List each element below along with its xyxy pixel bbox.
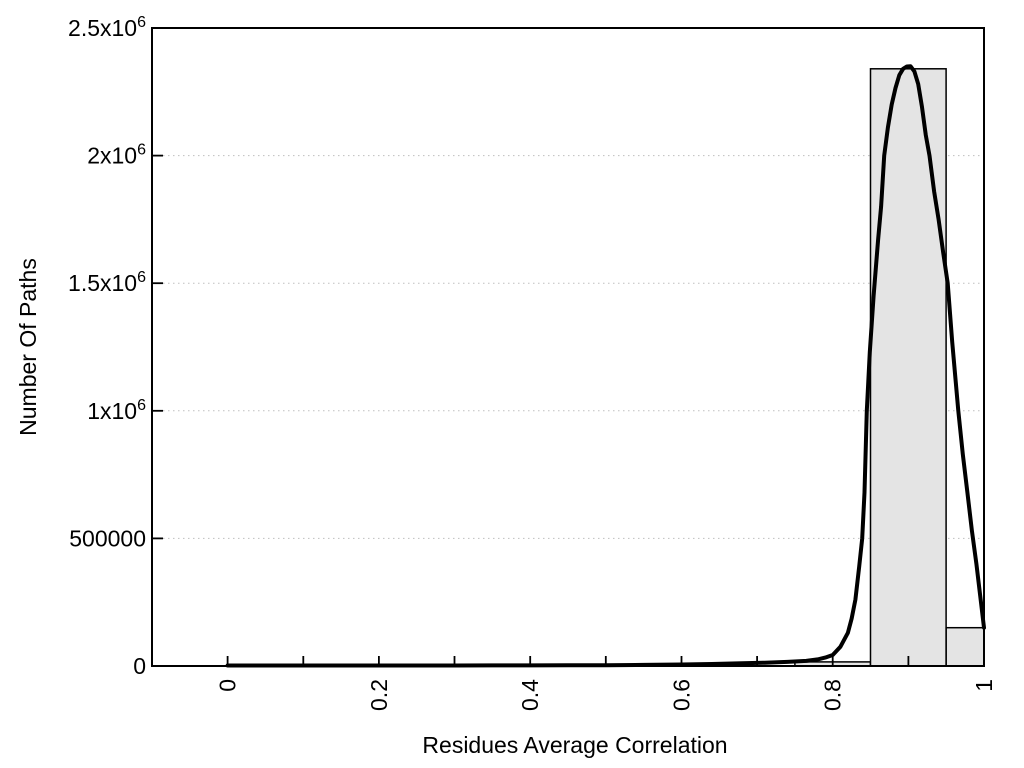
x-axis-ticks — [226, 656, 985, 666]
y-tick-label: 1x106 — [87, 397, 146, 424]
x-tick-label: 0 — [215, 679, 241, 692]
grid-lines — [153, 155, 983, 539]
plot-border — [151, 27, 985, 667]
histogram-bar — [945, 626, 985, 667]
x-tick-label: 0.8 — [820, 679, 846, 711]
y-axis-tick-labels: 0 500000 1x106 1.5x106 2x106 2.5x106 — [68, 14, 146, 679]
y-tick-label: 0 — [133, 653, 146, 679]
y-tick-label: 2.5x106 — [68, 14, 146, 41]
histogram-bar — [869, 68, 947, 667]
y-tick-label: 500000 — [69, 525, 146, 551]
y-axis-ticks — [152, 27, 163, 667]
x-tick-label: 0.4 — [517, 679, 543, 711]
y-tick-label: 1.5x106 — [68, 269, 146, 296]
x-axis-tick-labels: 0 0.2 0.4 0.6 0.8 1 — [215, 679, 997, 711]
x-tick-label: 1 — [971, 679, 997, 692]
x-tick-label: 0.2 — [366, 679, 392, 711]
y-axis-title: Number Of Paths — [15, 258, 41, 436]
y-tick-label: 2x106 — [87, 142, 146, 169]
x-tick-label: 0.6 — [669, 679, 695, 711]
x-axis-title: Residues Average Correlation — [422, 732, 727, 758]
